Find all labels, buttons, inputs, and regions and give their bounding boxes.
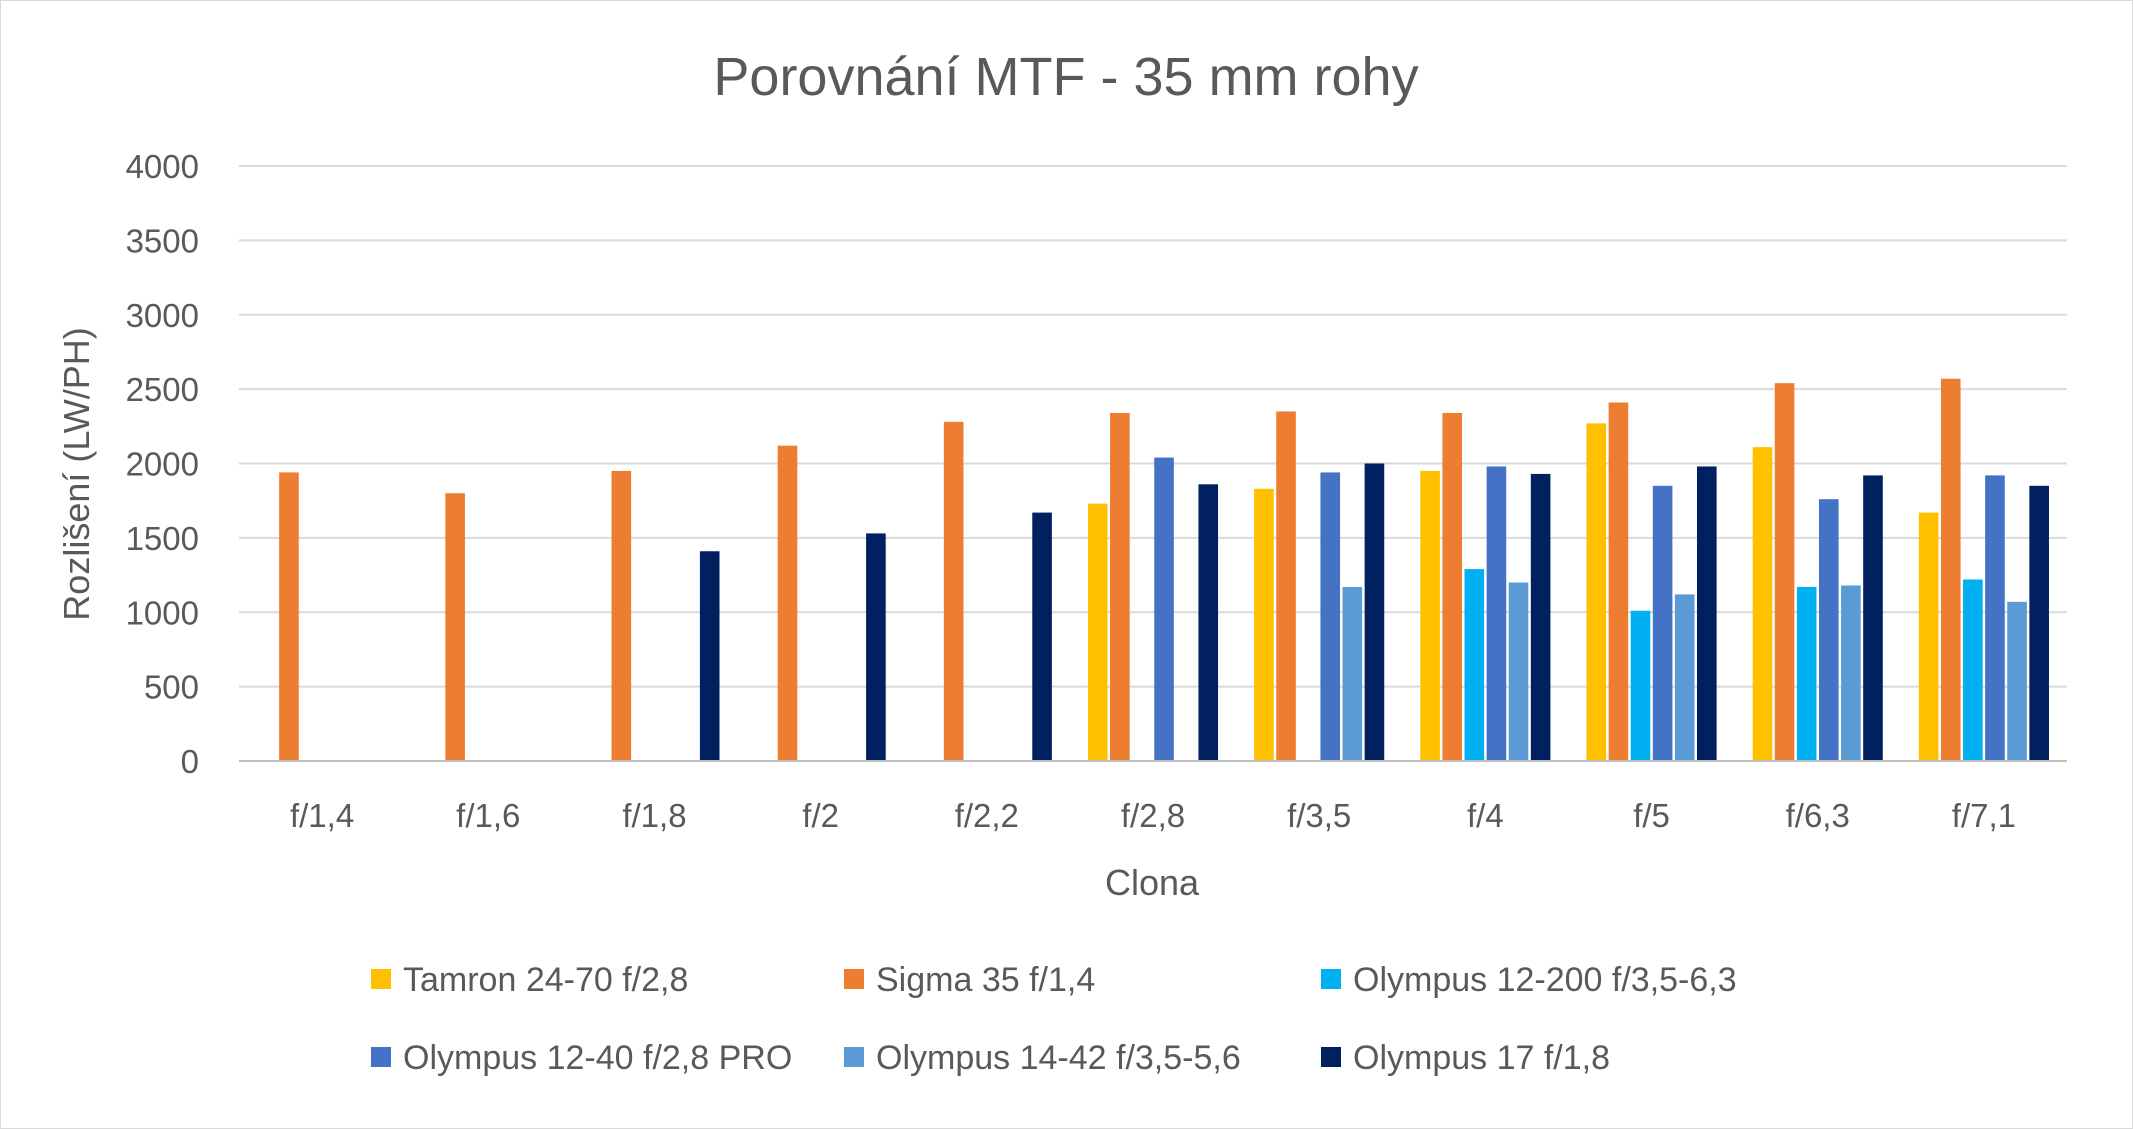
bar — [1110, 412, 1130, 761]
bar — [1586, 423, 1607, 761]
bars — [279, 378, 2049, 761]
x-tick-label: f/4 — [1467, 797, 1504, 834]
bar — [1752, 447, 1773, 761]
legend-swatch — [844, 1047, 864, 1067]
bar — [1154, 457, 1174, 761]
legend-swatch — [1321, 1047, 1341, 1067]
legend-label: Olympus 14-42 f/3,5-5,6 — [876, 1039, 1241, 1077]
bar — [1364, 463, 1385, 761]
bar — [1841, 585, 1861, 761]
legend-swatch — [1321, 969, 1341, 989]
y-tick-label: 4000 — [126, 148, 199, 185]
bar — [1254, 488, 1274, 761]
bar — [611, 470, 632, 761]
bar — [1530, 473, 1551, 761]
bar — [943, 421, 964, 761]
bar — [445, 493, 465, 761]
y-tick-label: 2000 — [126, 446, 199, 483]
legend-label: Tamron 24-70 f/2,8 — [403, 961, 688, 999]
legend-swatch — [844, 969, 864, 989]
bar — [1464, 569, 1485, 761]
bar — [1342, 586, 1363, 761]
bar — [1940, 378, 1961, 761]
y-tick-label: 3500 — [126, 222, 199, 259]
x-tick-label: f/6,3 — [1786, 797, 1850, 834]
bar — [1276, 411, 1296, 761]
bar — [699, 551, 720, 761]
bar — [1032, 512, 1052, 761]
x-tick-label: f/3,5 — [1287, 797, 1351, 834]
x-tick-label: f/2,2 — [955, 797, 1019, 834]
x-tick-label: f/2,8 — [1121, 797, 1185, 834]
y-tick-label: 1000 — [126, 594, 199, 631]
bar — [1985, 475, 2005, 761]
bar — [1442, 412, 1463, 761]
y-axis-title: Rozlišení (LW/PH) — [56, 327, 97, 620]
legend-swatch — [371, 1047, 391, 1067]
y-axis-ticks: 0 500 1000 1500 2000 2500 3000 3500 4000 — [126, 148, 199, 780]
bar — [2007, 601, 2027, 761]
gridlines — [239, 165, 2067, 688]
bar — [1818, 499, 1839, 761]
bar — [1508, 582, 1529, 761]
bar — [1674, 594, 1695, 761]
bar — [1420, 470, 1440, 761]
x-tick-label: f/7,1 — [1952, 797, 2016, 834]
x-axis-title: Clona — [1105, 862, 1200, 903]
bar — [866, 533, 886, 761]
bar — [1918, 512, 1939, 761]
legend-label: Sigma 35 f/1,4 — [876, 961, 1095, 999]
y-tick-label: 3000 — [126, 297, 199, 334]
bar — [1652, 485, 1673, 761]
legend-label: Olympus 17 f/1,8 — [1353, 1039, 1610, 1077]
bar — [1774, 383, 1795, 761]
x-tick-label: f/2 — [802, 797, 839, 834]
x-axis-ticks: f/1,4 f/1,6 f/1,8 f/2 f/2,2 f/2,8 f/3,5 f/4 f/5 f… — [290, 797, 2016, 834]
bar — [279, 472, 299, 761]
bar — [1087, 503, 1108, 761]
y-tick-label: 2500 — [126, 371, 199, 408]
bar — [1696, 466, 1717, 761]
bar — [777, 445, 798, 761]
y-tick-label: 0 — [181, 743, 199, 780]
x-tick-label: f/1,6 — [456, 797, 520, 834]
bar — [1796, 586, 1817, 761]
y-tick-label: 1500 — [126, 520, 199, 557]
bar — [1963, 579, 1983, 761]
bar — [1486, 466, 1507, 761]
legend-label: Olympus 12-200 f/3,5-6,3 — [1353, 961, 1737, 999]
bar — [1863, 475, 1883, 761]
y-tick-label: 500 — [144, 669, 199, 706]
bar — [1320, 472, 1341, 761]
bar — [2029, 485, 2049, 761]
bar — [1630, 610, 1651, 761]
x-tick-label: f/5 — [1633, 797, 1670, 834]
bar — [1198, 484, 1219, 761]
x-tick-label: f/1,4 — [290, 797, 354, 834]
legend-swatch — [371, 969, 391, 989]
legend-label: Olympus 12-40 f/2,8 PRO — [403, 1039, 792, 1077]
bar — [1608, 402, 1629, 761]
x-tick-label: f/1,8 — [622, 797, 686, 834]
legend: Tamron 24-70 f/2,8 Sigma 35 f/1,4 Olympus … — [371, 961, 1737, 1077]
chart-title: Porovnání MTF - 35 mm rohy — [713, 47, 1418, 107]
